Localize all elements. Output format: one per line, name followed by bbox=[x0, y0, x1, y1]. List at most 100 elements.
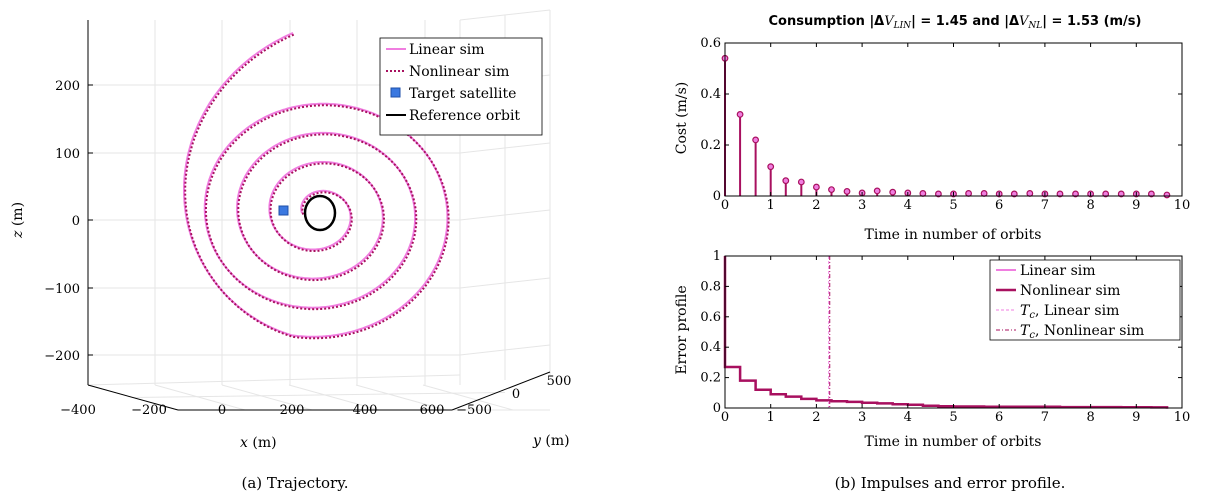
z-tick-label: −200 bbox=[44, 349, 80, 364]
reference-orbit bbox=[303, 194, 337, 232]
legend-tc-linear-label: Tc, Linear sim bbox=[1020, 303, 1119, 321]
x-tick-label: 4 bbox=[904, 410, 912, 425]
x-tick-label: 10 bbox=[1174, 198, 1191, 213]
legend-3d: Linear sim Nonlinear sim Target satellit… bbox=[379, 37, 543, 136]
x-tick-label: 2 bbox=[812, 198, 820, 213]
error-nonlinear-line bbox=[723, 256, 1169, 409]
target-satellite bbox=[278, 205, 289, 216]
cost-point bbox=[965, 190, 972, 197]
cost-point bbox=[919, 190, 927, 197]
x-tick-label: 6 bbox=[995, 410, 1003, 425]
x-tick-label: 0 bbox=[218, 403, 226, 418]
y-tick-label: 0.8 bbox=[700, 279, 721, 294]
cost-point bbox=[889, 188, 897, 196]
y-tick-label: 0 bbox=[713, 189, 721, 204]
trajectory-spiral bbox=[183, 31, 450, 340]
cost-point bbox=[1163, 191, 1171, 199]
z-tick-label: 0 bbox=[72, 214, 80, 229]
x-tick-label: 7 bbox=[1041, 410, 1049, 425]
plot-box-3d bbox=[87, 9, 551, 411]
cost-point bbox=[782, 177, 790, 185]
cost-point bbox=[767, 163, 775, 171]
consumption-axes: 0 1 2 3 4 5 6 7 8 9 10 0 0.2 0.4 0.6 bbox=[700, 36, 1190, 213]
cost-point bbox=[1117, 190, 1125, 198]
consumption-xlabel: Time in number of orbits bbox=[865, 227, 1042, 243]
y-tick-label: 0 bbox=[713, 401, 721, 416]
legend-tc-nonlinear-label: Tc, Nonlinear sim bbox=[1020, 323, 1144, 341]
y-tick-label: 500 bbox=[547, 374, 572, 389]
cost-point bbox=[1010, 190, 1018, 198]
x-tick-label: 8 bbox=[1086, 198, 1094, 213]
caption-a: (a) Trajectory. bbox=[242, 474, 349, 492]
y-tick-label: 0.4 bbox=[700, 340, 721, 355]
cost-point bbox=[935, 190, 942, 198]
error-ylabel: Error profile bbox=[674, 285, 690, 374]
error-profile-axes: 0 1 2 3 4 5 6 7 8 9 10 0 0.2 0.4 0.6 0.8 1 bbox=[700, 249, 1190, 425]
legend-err-linear-label: Linear sim bbox=[1020, 263, 1096, 279]
consumption-chart: Consumption |ΔVLIN| = 1.45 and |ΔVNL| = … bbox=[674, 14, 1190, 243]
x-tick-label: 10 bbox=[1174, 410, 1191, 425]
x-tick-label: 600 bbox=[420, 403, 445, 418]
cost-point bbox=[873, 187, 881, 195]
axis-ticks-3d: 200 100 0 −100 −200 −400 −200 0 200 400 600 −500 0 50… bbox=[44, 79, 571, 418]
consumption-ylabel: Cost (m/s) bbox=[674, 82, 690, 155]
y-tick-label: 0.6 bbox=[700, 36, 721, 51]
cost-point bbox=[843, 188, 851, 195]
z-axis-label: z (m) bbox=[10, 202, 26, 239]
cost-point bbox=[828, 186, 835, 194]
legend-err-nonlinear-label: Nonlinear sim bbox=[1020, 283, 1120, 299]
x-tick-label: 7 bbox=[1041, 198, 1049, 213]
error-profile-chart: 0 1 2 3 4 5 6 7 8 9 10 0 0.2 0.4 0.6 0.8 1 Time in numbe… bbox=[674, 249, 1190, 450]
legend-nonlinear-label: Nonlinear sim bbox=[409, 64, 509, 80]
y-tick-label: 0.2 bbox=[700, 138, 721, 153]
y-tick-label: 0.2 bbox=[700, 371, 721, 386]
y-axis-label: y (m) bbox=[532, 433, 570, 449]
x-tick-label: 200 bbox=[280, 403, 305, 418]
x-tick-label: 4 bbox=[904, 198, 912, 213]
error-profile-marks bbox=[723, 256, 1169, 409]
x-tick-label: 2 bbox=[812, 410, 820, 425]
z-tick-label: 200 bbox=[55, 79, 80, 94]
cost-point bbox=[1102, 190, 1110, 198]
x-tick-label: 1 bbox=[767, 198, 775, 213]
cost-point bbox=[1147, 190, 1155, 198]
x-tick-label: 6 bbox=[995, 198, 1003, 213]
x-tick-label: 3 bbox=[858, 410, 866, 425]
consumption-title: Consumption |ΔVLIN| = 1.45 and |ΔVNL| = … bbox=[768, 14, 1141, 31]
x-tick-label: 400 bbox=[353, 403, 378, 418]
consumption-marks bbox=[721, 54, 1171, 199]
x-tick-label: 1 bbox=[767, 410, 775, 425]
x-tick-label: −400 bbox=[60, 403, 96, 418]
legend-error: Linear sim Nonlinear sim Tc, Linear sim … bbox=[989, 259, 1181, 341]
cost-point bbox=[813, 183, 820, 191]
y-tick-label: 0 bbox=[512, 387, 520, 402]
x-axis-label: x (m) bbox=[240, 435, 277, 451]
x-tick-label: 5 bbox=[949, 198, 957, 213]
nonlinear-trajectory bbox=[184, 33, 450, 340]
cost-point bbox=[1026, 190, 1034, 197]
x-tick-label: 0 bbox=[721, 410, 729, 425]
legend-target-label: Target satellite bbox=[409, 86, 516, 102]
x-tick-label: 9 bbox=[1132, 410, 1140, 425]
x-tick-label: −200 bbox=[131, 403, 167, 418]
z-tick-label: 100 bbox=[55, 147, 80, 162]
y-tick-label: 0.4 bbox=[700, 87, 721, 102]
cost-point bbox=[736, 110, 744, 118]
x-tick-label: 3 bbox=[858, 198, 866, 213]
trajectory-plot: 200 100 0 −100 −200 −400 −200 0 200 400 600 −500 0 50… bbox=[10, 9, 571, 451]
x-tick-label: 5 bbox=[949, 410, 957, 425]
x-tick-label: 8 bbox=[1086, 410, 1094, 425]
error-xlabel: Time in number of orbits bbox=[865, 434, 1042, 450]
cost-point bbox=[752, 136, 760, 144]
cost-point bbox=[1072, 190, 1079, 198]
legend-target-swatch bbox=[390, 87, 401, 98]
z-tick-label: −100 bbox=[44, 282, 80, 297]
x-tick-label: 0 bbox=[721, 198, 729, 213]
cost-point bbox=[797, 178, 805, 186]
y-tick-label: −500 bbox=[456, 403, 492, 418]
cost-point bbox=[1056, 190, 1064, 198]
y-tick-label: 1 bbox=[713, 249, 721, 264]
legend-reference-label: Reference orbit bbox=[409, 108, 520, 124]
x-tick-label: 9 bbox=[1132, 198, 1140, 213]
